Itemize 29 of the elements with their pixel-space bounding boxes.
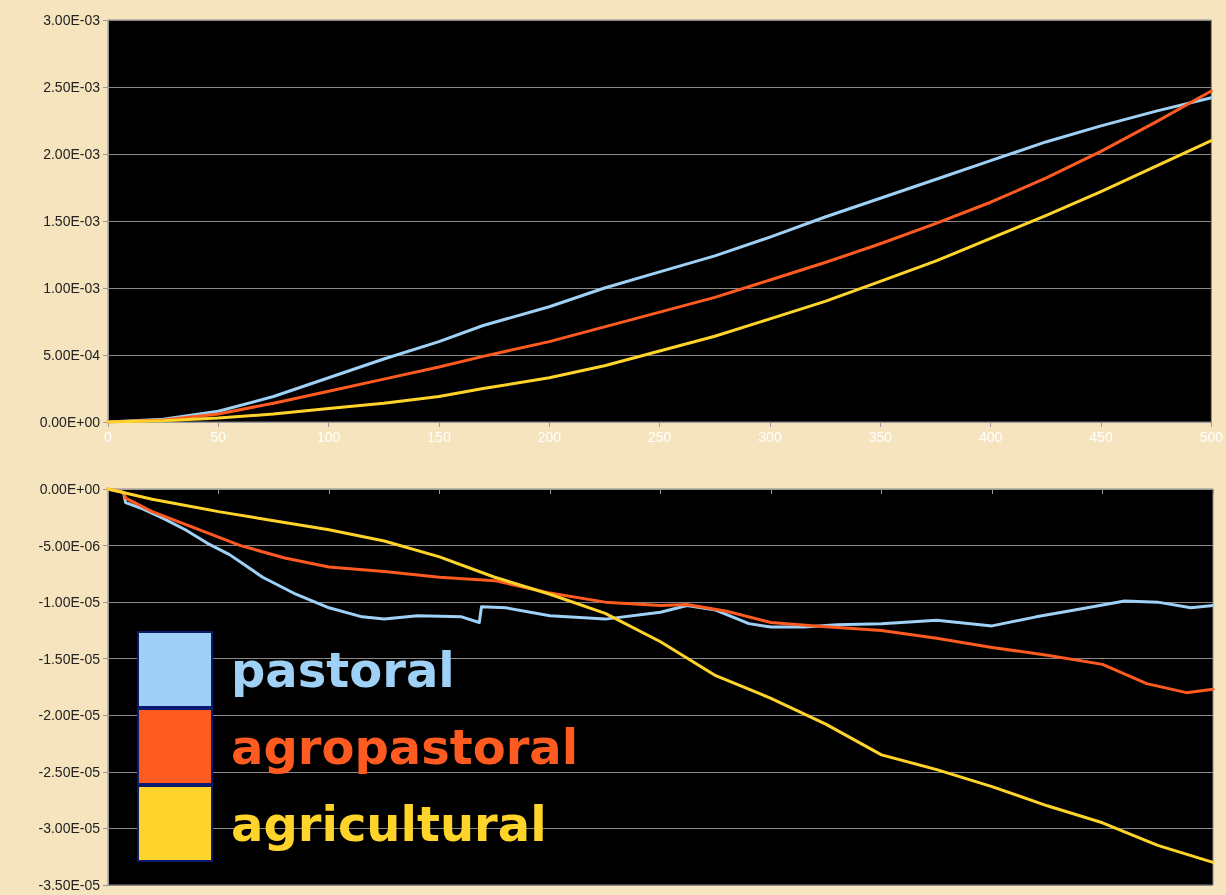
y-tick-label: -5.00E-06 <box>38 537 101 554</box>
x-tick-label: 250 <box>647 429 672 445</box>
x-tick-label: 150 <box>427 429 451 445</box>
y-tick-label: 0.00E+00 <box>39 414 101 430</box>
x-tick-label: 500 <box>1199 429 1224 445</box>
y-tick-label: 2.00E-03 <box>43 146 101 162</box>
y-tick-label: -2.50E-05 <box>38 763 101 780</box>
x-tick-label: 450 <box>1089 429 1113 445</box>
x-tick-label: 100 <box>316 429 341 445</box>
y-tick-label: 1.00E-03 <box>43 280 101 296</box>
y-tick-label: 0.00E+00 <box>39 481 101 497</box>
x-tick-label: 300 <box>758 429 782 445</box>
y-tick-label: -3.50E-05 <box>38 877 101 893</box>
x-tick-label: 0 <box>104 429 113 445</box>
y-tick-label: -1.50E-05 <box>38 650 101 667</box>
y-tick-label: -1.00E-05 <box>38 594 101 611</box>
legend-label: agropastoral <box>231 718 579 775</box>
y-tick-label: -2.00E-05 <box>38 707 101 724</box>
y-tick-label: 1.50E-03 <box>43 213 101 229</box>
y-tick-label: 2.50E-03 <box>43 79 101 95</box>
legend-label: pastoral <box>231 641 455 698</box>
x-tick-label: 200 <box>537 429 562 445</box>
y-tick-label: 5.00E-04 <box>43 347 101 363</box>
y-tick-label: -3.00E-05 <box>38 820 101 837</box>
x-tick-label: 50 <box>210 429 227 445</box>
legend-label: agricultural <box>231 795 547 852</box>
x-tick-label: 350 <box>868 429 893 445</box>
x-tick-label: 400 <box>978 429 1003 445</box>
y-tick-label: 3.00E-03 <box>43 12 101 28</box>
